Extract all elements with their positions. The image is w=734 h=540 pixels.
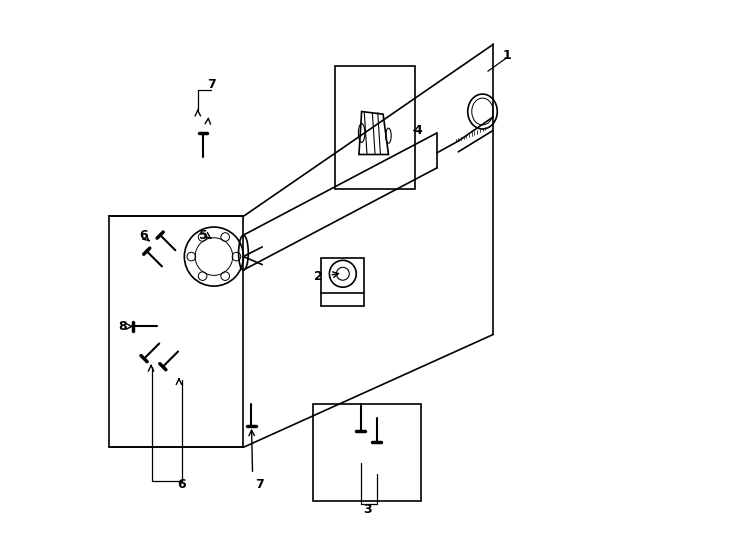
Text: 8: 8 [118, 320, 127, 333]
Text: 7: 7 [207, 78, 216, 91]
Text: 6: 6 [139, 228, 148, 241]
Text: 1: 1 [502, 49, 511, 62]
Text: 6: 6 [178, 478, 186, 491]
Text: 4: 4 [414, 124, 422, 137]
Text: 2: 2 [314, 270, 323, 283]
Text: 7: 7 [255, 478, 264, 491]
Text: 5: 5 [199, 228, 208, 241]
Text: 3: 3 [363, 503, 371, 516]
